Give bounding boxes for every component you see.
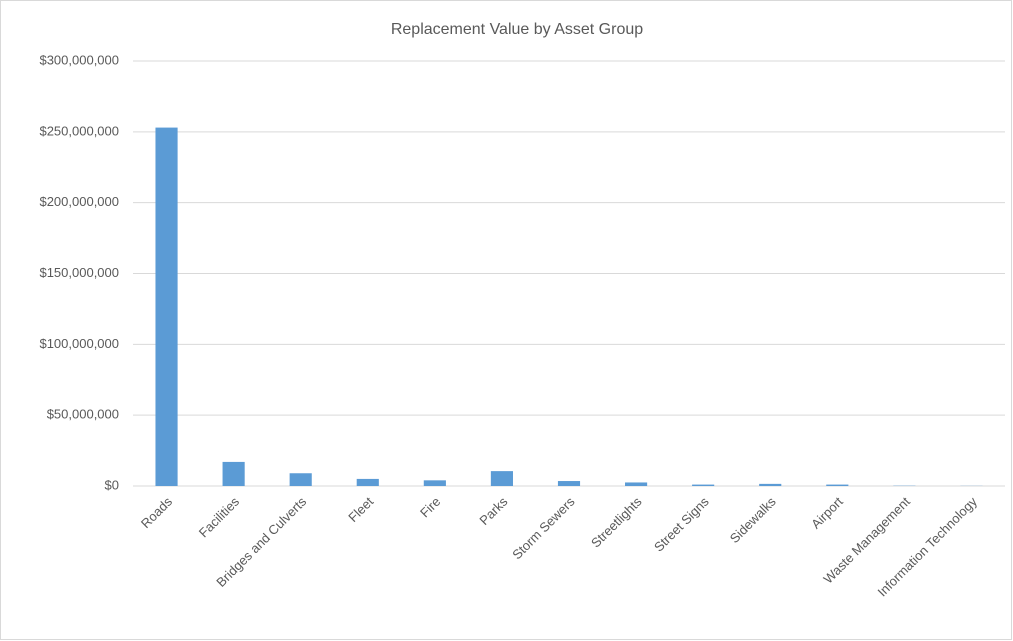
y-tick-label: $300,000,000 xyxy=(39,52,119,67)
bar xyxy=(692,484,715,486)
bar xyxy=(289,473,312,486)
bar xyxy=(759,483,782,486)
chart-title: Replacement Value by Asset Group xyxy=(391,21,643,38)
y-tick-label: $100,000,000 xyxy=(39,336,119,351)
bar xyxy=(155,127,178,486)
y-tick-label: $150,000,000 xyxy=(39,265,119,280)
bar xyxy=(625,482,648,486)
y-tick-label: $0 xyxy=(105,477,119,492)
bar xyxy=(356,478,379,486)
bar xyxy=(490,471,513,486)
bar xyxy=(557,481,581,486)
y-tick-label: $50,000,000 xyxy=(47,407,119,422)
bar xyxy=(826,484,849,486)
y-tick-label: $200,000,000 xyxy=(39,194,119,209)
y-tick-label: $250,000,000 xyxy=(39,123,119,138)
bar xyxy=(423,480,446,486)
bar xyxy=(222,461,245,486)
